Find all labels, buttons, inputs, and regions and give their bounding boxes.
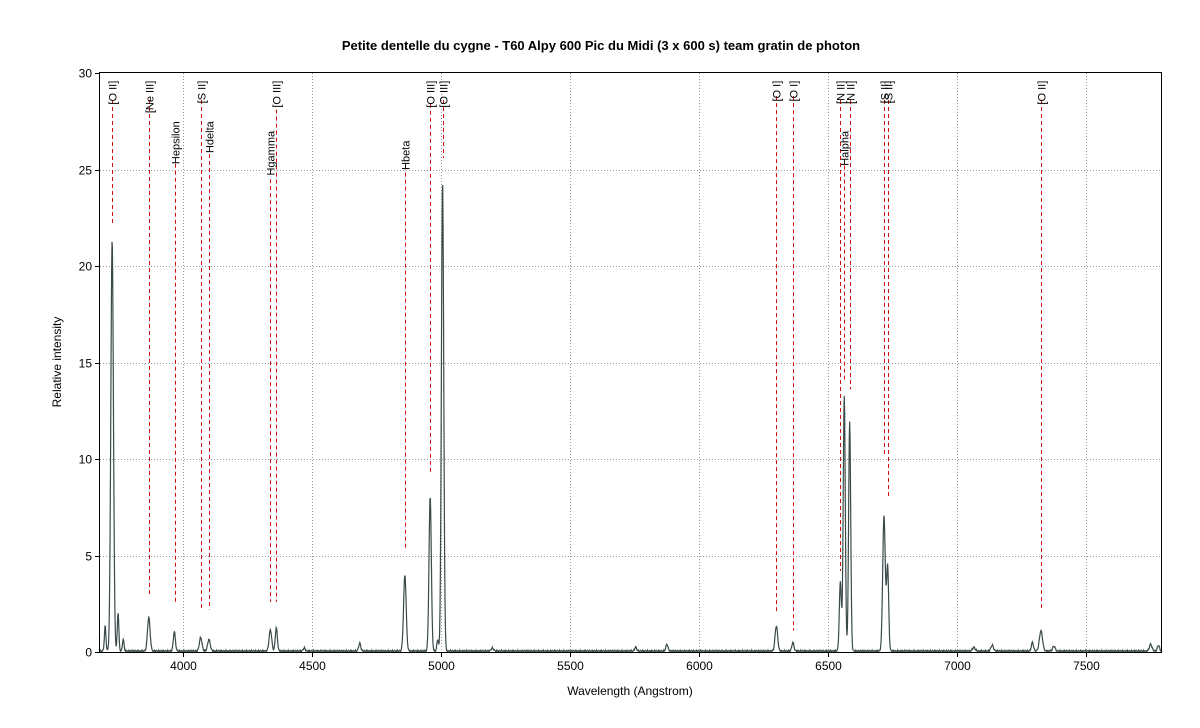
emission-line-label: [O III] [272,81,284,108]
emission-line-label: [O I] [789,81,801,102]
plot-frame [99,72,1162,653]
emission-line-label: [O III] [439,81,451,108]
x-tick-label: 6000 [686,659,713,673]
x-tick-label: 4000 [170,659,197,673]
emission-line-label: [N II] [836,81,848,104]
emission-line-label: [O II] [1037,81,1049,105]
emission-line-label: [S II] [884,81,896,104]
y-tick-label: 5 [85,550,92,564]
chart-title: Petite dentelle du cygne - T60 Alpy 600 … [342,38,860,53]
grid [100,73,1161,652]
emission-line-label: [S II] [880,81,892,104]
x-tick-label: 6500 [815,659,842,673]
x-tick-label: 5000 [428,659,455,673]
emission-line-label: Hgamma [266,130,278,176]
y-tick-label: 20 [79,260,93,274]
emission-line-label: [O II] [108,81,120,105]
emission-line-label: [O III] [426,81,438,108]
y-tick-label: 30 [79,67,93,81]
spectrum-series [99,184,1162,654]
x-tick-label: 7000 [944,659,971,673]
emission-line-label: [S II] [197,81,209,104]
x-tick-label: 5500 [557,659,584,673]
emission-line-label: Hbeta [401,140,413,170]
y-axis-label: Relative intensity [50,317,64,408]
emission-line-markers [112,96,1042,631]
y-tick-label: 25 [79,164,93,178]
x-tick-label: 4500 [299,659,326,673]
y-tick-label: 15 [79,357,93,371]
y-tick-label: 0 [85,646,92,660]
emission-line-label: [N II] [846,81,858,104]
emission-line-label: [O I] [772,81,784,102]
emission-line-label: Halpha [840,130,852,166]
emission-line-labels: [O II] [Ne III] Hepsilon [S II] Hdelta Hgamma… [108,81,1049,176]
x-axis-label: Wavelength (Angstrom) [567,684,693,698]
emission-line-label: Hepsilon [171,121,183,164]
spectrum-line [99,184,1162,654]
emission-line-label: Hdelta [205,120,217,153]
y-axis-ticks: 0 5 10 15 20 25 30 [79,67,100,660]
x-tick-label: 7500 [1073,659,1100,673]
x-axis-ticks: 4000 4500 5000 5500 6000 6500 7000 7500 [170,652,1100,673]
y-tick-label: 10 [79,453,93,467]
emission-line-label: [Ne III] [145,81,157,113]
